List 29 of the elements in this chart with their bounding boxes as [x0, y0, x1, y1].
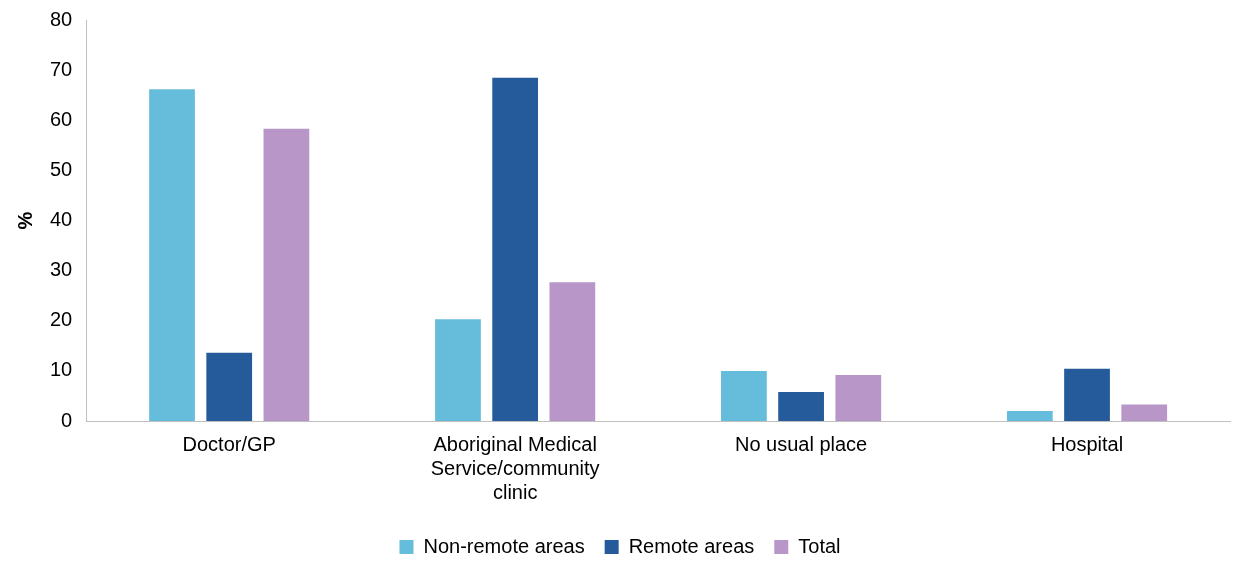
y-tick-label: 70: [50, 57, 73, 80]
bar: [1121, 404, 1168, 421]
y-axis-title: %: [13, 211, 36, 230]
y-tick-label: 80: [50, 7, 73, 30]
bar: [835, 374, 882, 421]
bar: [1006, 410, 1053, 421]
bar: [721, 370, 767, 421]
bar: [778, 391, 824, 421]
y-tick-label: 50: [50, 157, 73, 180]
legend-label: Total: [798, 534, 841, 557]
y-tick-label: 60: [50, 107, 73, 130]
legend-label: Non-remote areas: [423, 534, 585, 557]
x-tick-label: Doctor/GP: [182, 432, 276, 455]
y-tick-label: 0: [61, 408, 73, 431]
bar: [435, 319, 481, 421]
bar: [263, 128, 310, 421]
x-tick-label: No usual place: [734, 432, 868, 455]
bar: [149, 89, 195, 421]
y-tick-label: 10: [50, 358, 73, 381]
bar: [492, 77, 539, 421]
y-tick-label: 20: [50, 308, 73, 331]
y-tick-label: 40: [50, 208, 73, 231]
y-tick-label: 30: [50, 258, 73, 281]
bar: [206, 352, 253, 421]
legend-label: Remote areas: [628, 534, 755, 557]
x-tick-label: Hospital: [1050, 432, 1124, 455]
bar: [1064, 368, 1110, 421]
x-tick-label: Aboriginal Medical Service/community clinic: [430, 432, 600, 503]
bar: [549, 282, 596, 421]
